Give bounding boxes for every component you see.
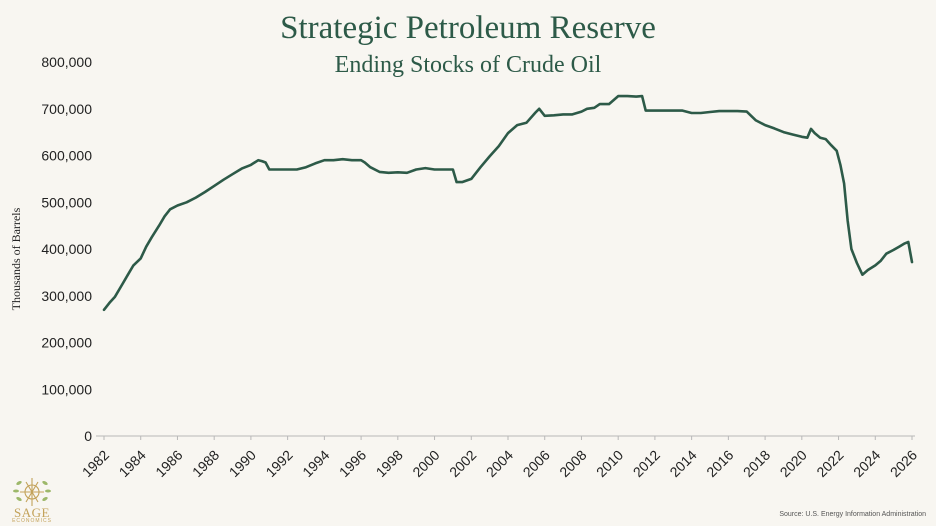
y-tick-label: 700,000 (41, 101, 92, 117)
chart-title: Strategic Petroleum Reserve (280, 10, 656, 46)
y-tick-label: 300,000 (41, 288, 92, 304)
x-tick-label: 2018 (740, 447, 773, 480)
x-tick-label: 1984 (116, 447, 149, 480)
y-tick-label: 200,000 (41, 335, 92, 351)
y-axis-ticks: 0 100,000 200,000 300,000 400,000 500,000 600,… (41, 54, 92, 444)
x-tick-label: 1994 (299, 447, 332, 480)
source-note: Source: U.S. Energy Information Administ… (779, 511, 926, 518)
logo-name: SAGE (14, 505, 50, 520)
x-tick-label: 2024 (850, 447, 883, 480)
x-tick-label: 2008 (556, 447, 589, 480)
x-tick-label: 1982 (79, 447, 112, 480)
x-tick-label: 1988 (189, 447, 222, 480)
x-tick-label: 2000 (409, 447, 442, 480)
y-axis-label: Thousands of Barrels (9, 207, 23, 310)
y-tick-label: 600,000 (41, 148, 92, 164)
x-tick-label: 1998 (373, 447, 406, 480)
x-tick-label: 1986 (152, 447, 185, 480)
x-tick-label: 2022 (813, 447, 846, 480)
chart-subtitle: Ending Stocks of Crude Oil (334, 52, 602, 78)
x-tick-label: 2012 (630, 447, 663, 480)
x-tick-label: 2020 (777, 447, 810, 480)
y-tick-label: 0 (84, 428, 92, 444)
y-tick-label: 400,000 (41, 241, 92, 257)
x-tick-label: 2016 (703, 447, 736, 480)
logo-subtitle: ECONOMICS (12, 518, 52, 524)
x-tick-label: 2006 (520, 447, 553, 480)
y-tick-label: 500,000 (41, 194, 92, 210)
y-tick-label: 100,000 (41, 381, 92, 397)
y-tick-label: 800,000 (41, 54, 92, 70)
x-tick-label: 2014 (666, 447, 699, 480)
series-line (102, 94, 914, 312)
x-axis-ticks: 1982 1984 1986 1988 1990 1992 1994 1996 1998 2000… (79, 436, 920, 480)
sage-logo-icon (13, 478, 51, 506)
x-tick-label: 1990 (226, 447, 259, 480)
x-tick-label: 1992 (262, 447, 295, 480)
x-tick-label: 2002 (446, 447, 479, 480)
x-tick-label: 1996 (336, 447, 369, 480)
x-tick-label: 2004 (483, 447, 516, 480)
x-tick-label: 2026 (887, 447, 920, 480)
x-tick-label: 2010 (593, 447, 626, 480)
